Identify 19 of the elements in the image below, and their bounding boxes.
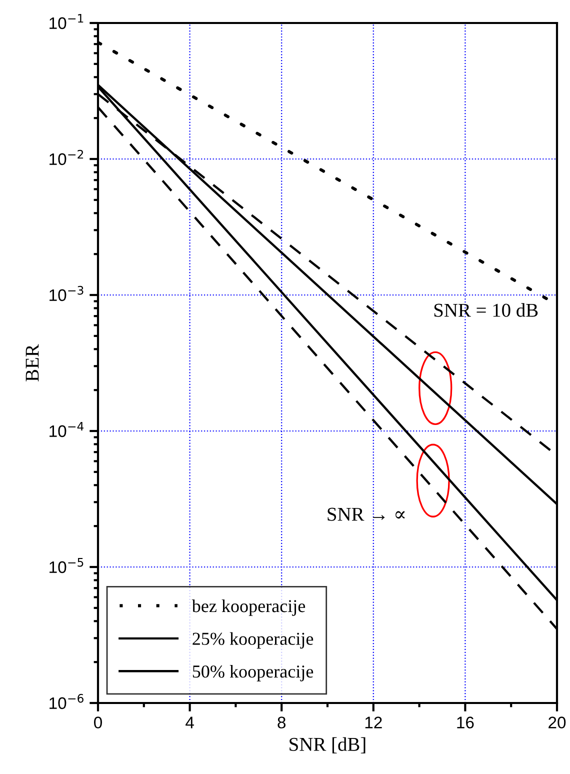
x-tick-label: 20 (548, 716, 566, 728)
legend-label: bez kooperacije (192, 599, 306, 616)
x-tick-label: 16 (457, 716, 474, 728)
y-axis-title: BER (26, 344, 39, 382)
legend-label: 50% kooperacije (192, 664, 314, 682)
y-tick-label: 10$^{−1}$ (50, 14, 84, 30)
y-tick-label: 10$^{−6}$ (50, 694, 84, 710)
annotation: SNR → ∝ (328, 508, 404, 521)
y-tick-label: 10$^{−3}$ (50, 286, 84, 302)
legend-label: 25% kooperacije (192, 632, 314, 649)
y-tick-label: 10$^{−2}$ (50, 150, 84, 166)
y-tick-label: 10$^{−4}$ (50, 422, 84, 438)
y-tick-label: 10$^{−5}$ (50, 558, 84, 574)
x-tick-label: 8 (278, 716, 286, 728)
x-tick-label: 0 (94, 716, 102, 728)
x-tick-label: 4 (186, 716, 194, 728)
annotation: SNR = 10 dB (434, 303, 538, 317)
x-axis-title: SNR [dB] (290, 737, 366, 754)
x-tick-label: 12 (365, 716, 382, 728)
